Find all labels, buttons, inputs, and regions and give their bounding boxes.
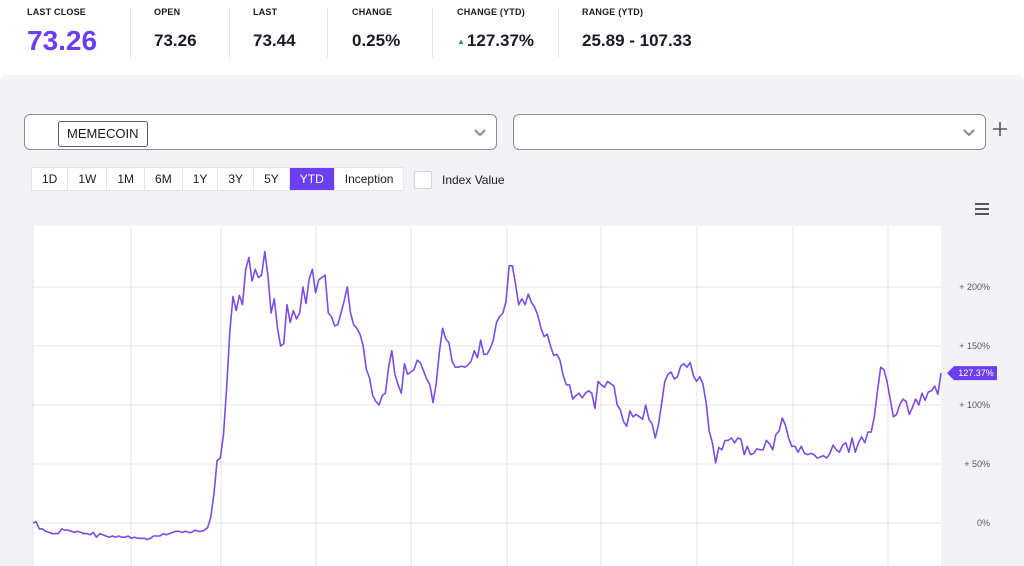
stat-value: 73.26 [27, 25, 98, 56]
plot-area [33, 226, 941, 566]
y-tick-label: + 150% [959, 341, 990, 351]
chevron-down-icon[interactable] [472, 124, 488, 140]
range-button-1m[interactable]: 1M [107, 168, 146, 190]
divider [327, 8, 328, 58]
hamburger-menu-icon[interactable] [975, 203, 989, 215]
primary-asset-select[interactable]: MEMECOIN [24, 114, 497, 150]
chevron-down-icon[interactable] [961, 124, 977, 140]
y-tick-label: + 50% [964, 459, 990, 469]
stat-label: LAST CLOSE [27, 7, 87, 17]
range-button-1d[interactable]: 1D [32, 168, 69, 190]
y-tick-label: + 100% [959, 400, 990, 410]
divider [130, 8, 131, 58]
comparison-asset-select[interactable] [513, 114, 986, 150]
stat-value: 73.44 [253, 31, 296, 50]
stat-label: OPEN [154, 7, 181, 17]
current-value-label: 127.37% [958, 368, 994, 378]
stat-value-text: 127.37% [466, 31, 535, 50]
divider [558, 8, 559, 58]
stat-label: LAST [253, 7, 278, 17]
divider [432, 8, 433, 58]
stat-value: 25.89 - 107.33 [582, 31, 692, 50]
stat-value: ▲ 127.37% [457, 31, 534, 51]
range-button-3y[interactable]: 3Y [218, 168, 255, 190]
plus-icon[interactable] [991, 120, 1009, 138]
stat-label: CHANGE (YTD) [457, 7, 525, 17]
selected-asset-tag[interactable]: MEMECOIN [58, 121, 148, 147]
stat-value: 73.26 [154, 31, 197, 50]
range-selector: 1D 1W 1M 6M 1Y 3Y 5Y YTD Inception [31, 167, 405, 191]
y-tick-label: + 200% [959, 282, 990, 292]
range-button-5y[interactable]: 5Y [254, 168, 290, 190]
range-button-1w[interactable]: 1W [68, 168, 108, 190]
stat-label: RANGE (YTD) [582, 7, 644, 17]
y-tick-label: 0% [977, 518, 990, 528]
range-button-6m[interactable]: 6M [145, 168, 183, 190]
range-button-inception[interactable]: Inception [334, 168, 404, 190]
index-value-label: Index Value [442, 173, 505, 187]
stat-value: 0.25% [352, 31, 401, 50]
stats-header: LAST CLOSE 73.26 OPEN 73.26 LAST 73.44 C… [0, 0, 1024, 74]
range-button-1y[interactable]: 1Y [182, 168, 219, 190]
divider [229, 8, 230, 58]
current-value-marker [947, 366, 997, 381]
range-button-ytd[interactable]: YTD [289, 168, 335, 190]
stat-label: CHANGE [352, 7, 393, 17]
triangle-up-icon: ▲ [457, 37, 465, 47]
index-value-checkbox[interactable] [414, 171, 432, 189]
price-line [32, 250, 942, 541]
